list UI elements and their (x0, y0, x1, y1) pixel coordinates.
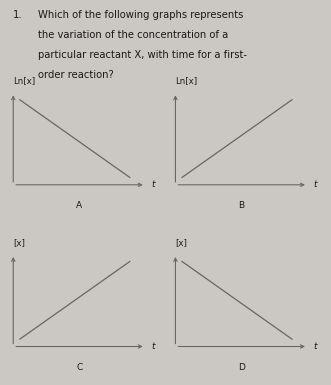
Text: t: t (313, 180, 317, 189)
Text: Which of the following graphs represents: Which of the following graphs represents (38, 10, 243, 20)
Text: A: A (76, 201, 82, 211)
Text: Ln[x]: Ln[x] (175, 76, 198, 85)
Text: [x]: [x] (175, 238, 187, 247)
Text: Ln[x]: Ln[x] (13, 76, 35, 85)
Text: t: t (151, 180, 155, 189)
Text: particular reactant X, with time for a first-: particular reactant X, with time for a f… (38, 50, 247, 60)
Text: D: D (238, 363, 245, 372)
Text: C: C (76, 363, 82, 372)
Text: order reaction?: order reaction? (38, 70, 114, 80)
Text: B: B (239, 201, 245, 211)
Text: t: t (313, 342, 317, 351)
Text: the variation of the concentration of a: the variation of the concentration of a (38, 30, 228, 40)
Text: [x]: [x] (13, 238, 25, 247)
Text: t: t (151, 342, 155, 351)
Text: 1.: 1. (13, 10, 23, 20)
